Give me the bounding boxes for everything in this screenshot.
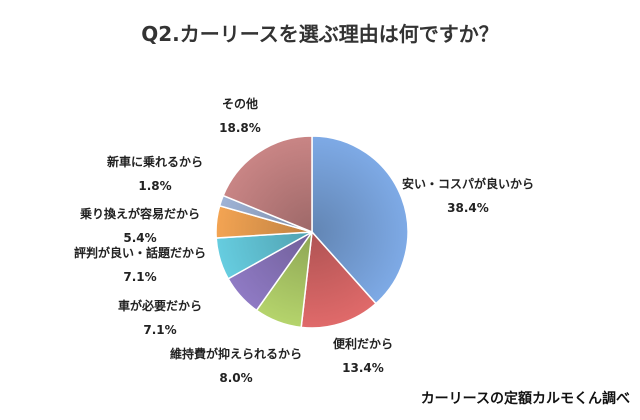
slice-label-2: 便利だから (333, 336, 393, 351)
slice-label-4: 車が必要だから (118, 298, 202, 313)
slice-value-3: 8.0% (219, 371, 252, 385)
slice-label-5: 評判が良い・話題だから (74, 245, 206, 260)
slice-value-2: 13.4% (342, 361, 384, 375)
source-credit: カーリースの定額カルモくん調べ (420, 391, 630, 407)
chart-title: Q2.カーリースを選ぶ理由は何ですか？ (141, 22, 499, 46)
slice-label-1: 安い・コスパが良いから (402, 176, 534, 191)
pie-slice-2 (300, 230, 377, 329)
slice-label-3: 維持費が抑えられるから (170, 346, 302, 361)
pie-slice-8 (222, 135, 313, 234)
slice-value-7: 1.8% (138, 179, 171, 193)
slice-value-4: 7.1% (143, 323, 176, 337)
slice-label-7: 新車に乗れるから (107, 154, 203, 169)
slice-label-6: 乗り換えが容易だから (80, 206, 200, 221)
pie-slice-1 (311, 135, 409, 305)
slice-value-1: 38.4% (447, 201, 489, 215)
slice-value-5: 7.1% (123, 270, 156, 284)
slice-value-8: 18.8% (219, 121, 261, 135)
slice-label-8: その他 (222, 96, 258, 111)
slice-value-6: 5.4% (123, 231, 156, 245)
